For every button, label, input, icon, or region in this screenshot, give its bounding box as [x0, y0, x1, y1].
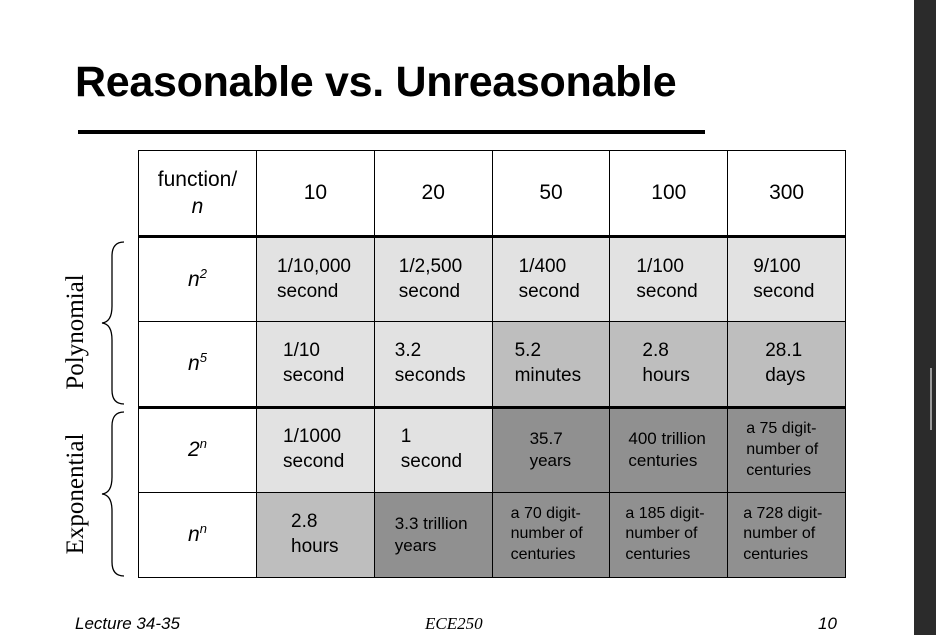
table-cell: 1/100 second — [609, 235, 729, 323]
table-cell: 5.2 minutes — [491, 321, 611, 408]
polynomial-group-label: Polynomial — [62, 274, 89, 390]
title-underline — [78, 130, 705, 134]
footer-course: ECE250 — [425, 614, 483, 633]
table-row: n2 1/10,000 second 1/2,500 second 1/400 sec… — [138, 235, 846, 323]
header-col-50: 50 — [491, 149, 611, 238]
table-row: nn 2.8 hours 3.3 trillion years a 70 digit… — [138, 491, 846, 579]
table-cell: a 70 digit-number of centuries — [491, 491, 611, 579]
table-cell: 3.2 seconds — [373, 321, 493, 408]
table-cell: 9/100 second — [727, 235, 846, 323]
header-col-300: 300 — [727, 149, 846, 238]
table-cell: a 75 digit-number of centuries — [727, 405, 846, 493]
table-row: n5 1/10 second 3.2 seconds 5.2 minutes 2.8 h… — [138, 321, 846, 408]
table-cell: 1 second — [373, 405, 493, 493]
table-cell: 400 trillion centuries — [609, 405, 729, 493]
table-cell: 1/400 second — [491, 235, 611, 323]
header-function-n: function/ n — [138, 149, 257, 238]
row-function-nn: nn — [138, 491, 257, 579]
table-cell: 1/10 second — [256, 321, 375, 408]
table-cell: 28.1 days — [727, 321, 846, 408]
footer-lecture: Lecture 34-35 — [75, 614, 180, 633]
table-cell: 2.8 hours — [609, 321, 729, 408]
header-label-line1: function/ — [157, 167, 238, 191]
slide-title: Reasonable vs. Unreasonable — [75, 58, 677, 106]
footer-page-number: 10 — [818, 614, 837, 633]
table-cell: a 185 digit-number of centuries — [609, 491, 729, 579]
table-cell: 35.7 years — [491, 405, 611, 493]
table-cell: a 728 digit-number of centuries — [727, 491, 846, 579]
row-function-n5: n5 — [138, 321, 257, 408]
row-function-n2: n2 — [138, 235, 257, 323]
table-cell: 1/10,000 second — [256, 235, 375, 323]
row-function-2n: 2n — [138, 405, 257, 493]
table-cell: 3.3 trillion years — [373, 491, 493, 579]
header-label-line2: n — [191, 195, 204, 219]
table-row: 2n 1/1000 second 1 second 35.7 years 400 tr… — [138, 405, 846, 493]
window-scrollbar-track[interactable] — [914, 0, 936, 635]
complexity-table: function/ n 10 20 50 100 300 n2 1/10,000… — [138, 149, 846, 579]
exponential-group-label: Exponential — [62, 433, 89, 555]
scrollbar-thumb[interactable] — [930, 368, 932, 430]
header-col-10: 10 — [256, 149, 375, 238]
polynomial-brace — [101, 241, 125, 405]
header-col-20: 20 — [373, 149, 493, 238]
table-cell: 1/1000 second — [256, 405, 375, 493]
table-cell: 1/2,500 second — [373, 235, 493, 323]
table-cell: 2.8 hours — [256, 491, 375, 579]
table-header-row: function/ n 10 20 50 100 300 — [138, 149, 846, 238]
exponential-brace — [101, 411, 125, 577]
header-col-100: 100 — [609, 149, 729, 238]
